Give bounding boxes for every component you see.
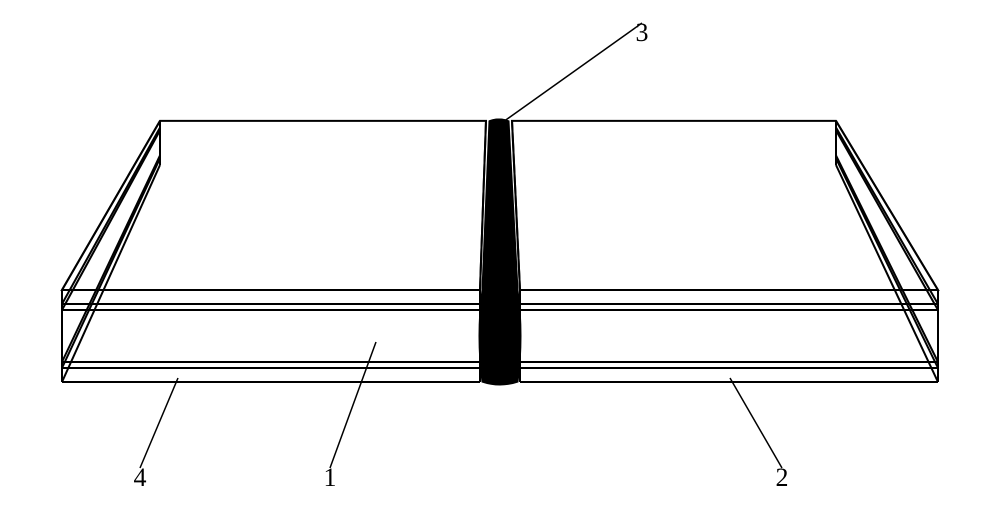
label-1: 1: [324, 463, 337, 492]
plate-right-top-face: [512, 121, 938, 290]
label-2: 2: [776, 463, 789, 492]
plate-left-top-face: [62, 121, 486, 290]
label-3: 3: [636, 18, 649, 47]
label-4: 4: [134, 463, 147, 492]
weld-front-bead: [479, 287, 521, 385]
